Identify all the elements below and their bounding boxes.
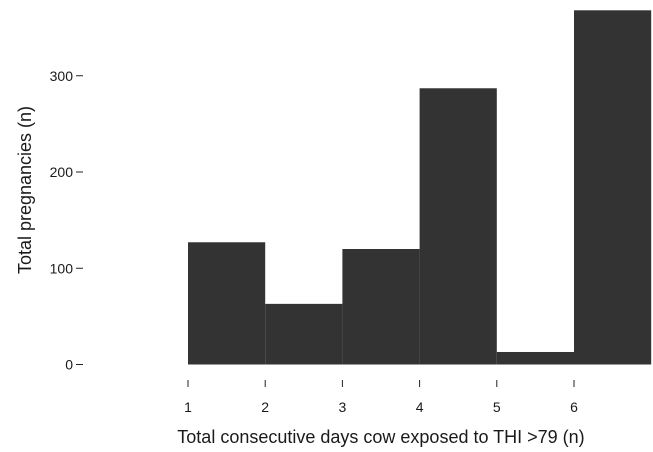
y-tick-label-2: 200 [50,164,74,180]
x-tick-label-4: 5 [493,399,501,415]
x-axis: 1 2 3 4 5 6 [184,380,578,415]
x-tick-label-3: 4 [416,399,424,415]
bar-6 [574,10,652,365]
y-tick-label-3: 300 [50,68,74,84]
bar-3 [342,249,420,365]
x-tick-label-5: 6 [570,399,578,415]
y-axis: 0 100 200 300 [50,68,83,373]
bar-4 [419,88,497,365]
bar-5 [496,351,574,365]
x-axis-title: Total consecutive days cow exposed to TH… [177,427,584,447]
bars-group [188,10,652,365]
y-tick-label-1: 100 [50,260,74,276]
bar-2 [265,303,343,365]
bar-1 [188,242,266,365]
x-tick-label-1: 2 [261,399,269,415]
x-tick-label-2: 3 [339,399,347,415]
y-axis-title: Total pregnancies (n) [15,106,35,274]
x-tick-label-0: 1 [184,399,192,415]
y-tick-label-0: 0 [65,357,73,373]
